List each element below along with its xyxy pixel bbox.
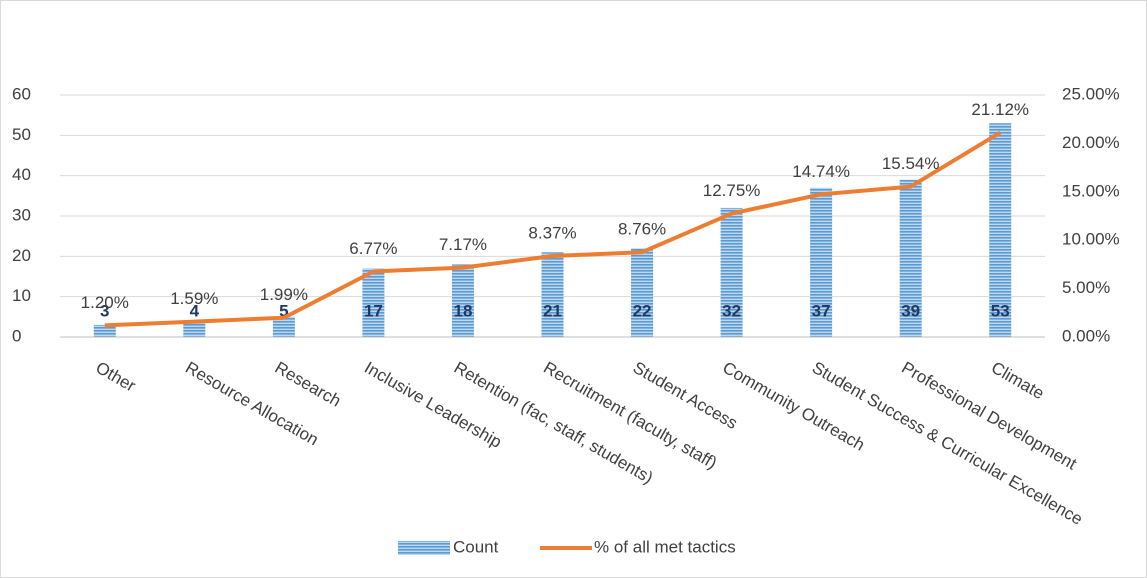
legend-label: Count (453, 537, 499, 556)
line (104, 130, 1002, 328)
y2-tick-label: 20.00% (1062, 133, 1120, 152)
line-value-label: 14.74% (792, 162, 850, 181)
bar-value-label: 37 (812, 301, 831, 320)
y2-tick-label: 10.00% (1062, 230, 1120, 249)
bar (541, 252, 564, 337)
bar-value-label: 21 (543, 301, 562, 320)
bar (899, 179, 922, 337)
line-value-label: 12.75% (703, 181, 761, 200)
line-value-label: 1.59% (170, 289, 218, 308)
y2-tick-label: 15.00% (1062, 181, 1120, 200)
y-tick-label: 50 (12, 125, 31, 144)
bar-value-label: 3 (100, 301, 109, 320)
y-tick-label: 30 (12, 205, 31, 224)
bar (989, 123, 1012, 337)
bar-value-label: 32 (722, 301, 741, 320)
bar-value-label: 18 (453, 301, 472, 320)
y-tick-label: 40 (12, 165, 31, 184)
bar (93, 324, 116, 337)
bar (631, 248, 654, 337)
y2-tick-label: 0.00% (1062, 326, 1110, 345)
bar (362, 268, 385, 337)
legend-swatch (398, 541, 450, 555)
line-value-label: 8.37% (528, 223, 576, 242)
line-value-label: 6.77% (349, 239, 397, 258)
y2-tick-label: 25.00% (1062, 84, 1120, 103)
line-value-label: 8.76% (618, 220, 666, 239)
bar (451, 264, 474, 337)
y-tick-label: 0 (12, 326, 21, 345)
bar (272, 316, 295, 337)
bar (720, 207, 743, 337)
y-tick-label: 10 (12, 286, 31, 305)
line-value-label: 1.99% (260, 285, 308, 304)
bar-value-label: 17 (364, 301, 383, 320)
bar-value-label: 5 (279, 301, 288, 320)
line-value-label: 7.17% (439, 235, 487, 254)
line-value-label: 1.20% (81, 293, 129, 312)
legend-label: % of all met tactics (594, 537, 736, 556)
bar-value-label: 22 (633, 301, 652, 320)
line-value-label: 21.12% (971, 100, 1029, 119)
bar (183, 320, 206, 337)
y-tick-label: 60 (12, 84, 31, 103)
line-value-label: 15.54% (882, 154, 940, 173)
bar-value-label: 4 (190, 301, 200, 320)
y2-tick-label: 5.00% (1062, 278, 1110, 297)
bar (810, 187, 833, 337)
bar-value-label: 53 (991, 301, 1010, 320)
bar-value-label: 39 (901, 301, 920, 320)
y-tick-label: 20 (12, 246, 31, 265)
